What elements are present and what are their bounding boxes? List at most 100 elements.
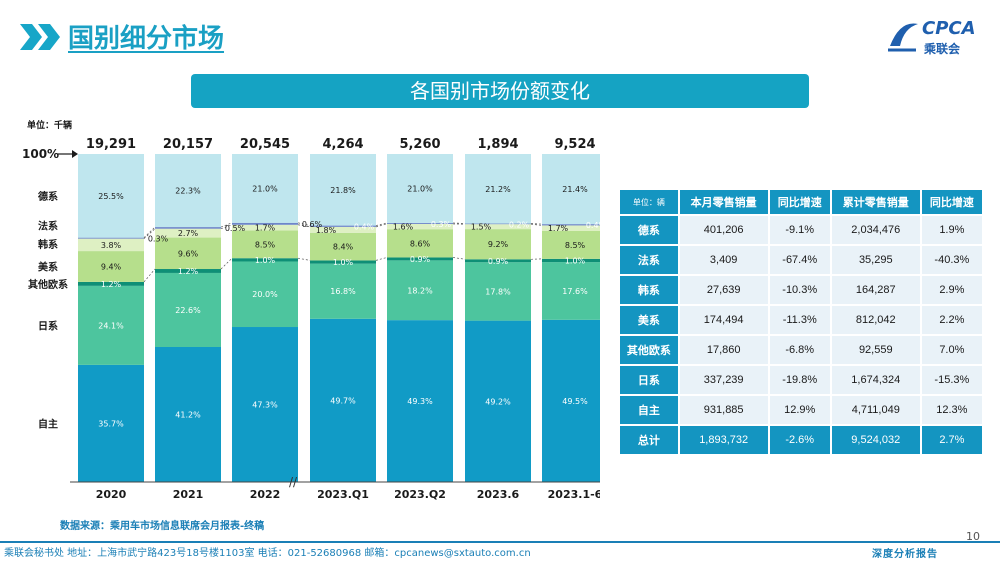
bar-segment bbox=[542, 224, 600, 226]
data-label: 20.0% bbox=[252, 290, 278, 299]
table-total-row: 总计 1,893,732 -2.6% 9,524,032 2.7% bbox=[620, 426, 982, 454]
table-cell: 17,860 bbox=[679, 336, 768, 364]
data-label: 1.2% bbox=[178, 267, 199, 276]
series-label: 其他欧系 bbox=[28, 278, 68, 291]
table-cell: 931,885 bbox=[679, 396, 768, 424]
data-label: 21.8% bbox=[330, 186, 356, 195]
bar-segment bbox=[310, 232, 376, 261]
table-cell: 2.7% bbox=[921, 426, 982, 454]
stacked-bar-chart: 单位：千辆 100% // 202019,291202120,157202220… bbox=[22, 119, 600, 501]
section-banner: 各国别市场份额变化 bbox=[191, 74, 809, 108]
col-header: 同比增速 bbox=[769, 190, 830, 214]
table-cell: 9,524,032 bbox=[831, 426, 920, 454]
footer-report: 深度分析报告 bbox=[872, 549, 938, 560]
page-number: 10 bbox=[966, 530, 980, 543]
table-row: 韩系 27,639 -10.3% 164,287 2.9% bbox=[620, 276, 982, 304]
bar-segment bbox=[465, 229, 531, 260]
bar-segment bbox=[310, 263, 376, 319]
table-cell: 2.2% bbox=[921, 306, 982, 334]
table-row: 德系 401,206 -9.1% 2,034,476 1.9% bbox=[620, 216, 982, 244]
bar-segment bbox=[542, 258, 600, 263]
table-cell: -40.3% bbox=[921, 246, 982, 274]
series-label: 法系 bbox=[38, 220, 58, 233]
x-tick-label: 2023.1-6 bbox=[548, 488, 600, 501]
data-label: 0.6% bbox=[302, 220, 323, 229]
row-header: 法系 bbox=[620, 246, 678, 274]
table-cell: -19.8% bbox=[769, 366, 830, 394]
bar-segment bbox=[78, 238, 144, 252]
bar-segment bbox=[155, 154, 221, 228]
table-cell: 1,674,324 bbox=[831, 366, 920, 394]
connector-line bbox=[143, 226, 156, 238]
sales-table: 单位：辆 本月零售销量 同比增速 累计零售销量 同比增速 德系 401,206 -9… bbox=[618, 188, 984, 456]
data-label: 0.5% bbox=[225, 224, 246, 233]
bar-segment bbox=[542, 262, 600, 320]
data-label: 21.2% bbox=[485, 185, 511, 194]
table-row: 其他欧系 17,860 -6.8% 92,559 7.0% bbox=[620, 336, 982, 364]
data-label: 3.8% bbox=[101, 241, 122, 250]
table-cell: 92,559 bbox=[831, 336, 920, 364]
bar-segment bbox=[387, 229, 453, 258]
bar-segment bbox=[78, 154, 144, 238]
row-header: 总计 bbox=[620, 426, 678, 454]
cpca-logo: CPCA 乘联会 bbox=[886, 16, 982, 60]
data-label: 9.6% bbox=[178, 249, 199, 258]
x-tick-label: 2023.6 bbox=[477, 488, 520, 501]
bar-segment bbox=[232, 327, 298, 482]
bar-segment bbox=[465, 262, 531, 321]
data-label: 1.0% bbox=[565, 256, 586, 265]
data-label: 47.3% bbox=[252, 401, 278, 410]
bar-segment bbox=[465, 320, 531, 482]
bar-segment bbox=[155, 227, 221, 229]
bar-segment bbox=[232, 154, 298, 223]
logo-icon bbox=[888, 23, 918, 52]
connector-line bbox=[220, 222, 233, 228]
connector-line bbox=[452, 222, 466, 224]
data-label: 21.0% bbox=[407, 184, 433, 193]
series-label: 日系 bbox=[38, 319, 58, 332]
connector-lines bbox=[143, 222, 543, 283]
table-row: 法系 3,409 -67.4% 35,295 -40.3% bbox=[620, 246, 982, 274]
data-label: 49.3% bbox=[407, 397, 433, 406]
col-header: 本月零售销量 bbox=[679, 190, 768, 214]
data-label: 8.5% bbox=[565, 241, 586, 250]
data-label: 8.5% bbox=[255, 240, 276, 249]
table-cell: 2,034,476 bbox=[831, 216, 920, 244]
data-source: 数据来源：乘用车市场信息联席会月报表-终稿 bbox=[60, 521, 265, 532]
connector-line bbox=[143, 228, 156, 239]
bar-segment bbox=[542, 319, 600, 482]
connector-line bbox=[375, 223, 388, 228]
data-label: 1.7% bbox=[255, 224, 276, 233]
data-label: 0.9% bbox=[410, 255, 431, 264]
table-cell: 401,206 bbox=[679, 216, 768, 244]
footer: 乘联会秘书处 地址：上海市武宁路423号18号楼1103室 电话：021-526… bbox=[0, 541, 1000, 563]
bar-segment bbox=[387, 154, 453, 223]
x-tick-label: 2020 bbox=[96, 488, 127, 501]
data-label: 0.2% bbox=[509, 221, 530, 230]
table-cell: 1,893,732 bbox=[679, 426, 768, 454]
connector-line bbox=[220, 224, 233, 230]
data-label: 22.6% bbox=[175, 306, 201, 315]
data-label: 1.6% bbox=[393, 223, 414, 232]
bar-segment bbox=[542, 225, 600, 232]
x-tick-label: 2022 bbox=[250, 488, 281, 501]
bar-segment bbox=[155, 269, 221, 273]
footer-contact: 乘联会秘书处 地址：上海市武宁路423号18号楼1103室 电话：021-526… bbox=[4, 548, 531, 559]
data-label: 1.8% bbox=[316, 226, 337, 235]
table-cell: -6.8% bbox=[769, 336, 830, 364]
x-tick-label: 2023.Q1 bbox=[317, 488, 369, 501]
data-label: 9.2% bbox=[488, 240, 509, 249]
bar-segment bbox=[465, 154, 531, 224]
bar-segment bbox=[155, 237, 221, 270]
data-label: 21.0% bbox=[252, 184, 278, 193]
table-row: 自主 931,885 12.9% 4,711,049 12.3% bbox=[620, 396, 982, 424]
bar-segment bbox=[387, 223, 453, 230]
pct100-arrow bbox=[58, 150, 78, 158]
data-label: 1.0% bbox=[255, 256, 276, 265]
table-cell: -9.1% bbox=[769, 216, 830, 244]
data-label: 0.9% bbox=[488, 257, 509, 266]
bar-segment bbox=[465, 224, 531, 230]
table-cell: 2.9% bbox=[921, 276, 982, 304]
data-label: 0.4% bbox=[354, 223, 375, 232]
table-cell: 12.3% bbox=[921, 396, 982, 424]
